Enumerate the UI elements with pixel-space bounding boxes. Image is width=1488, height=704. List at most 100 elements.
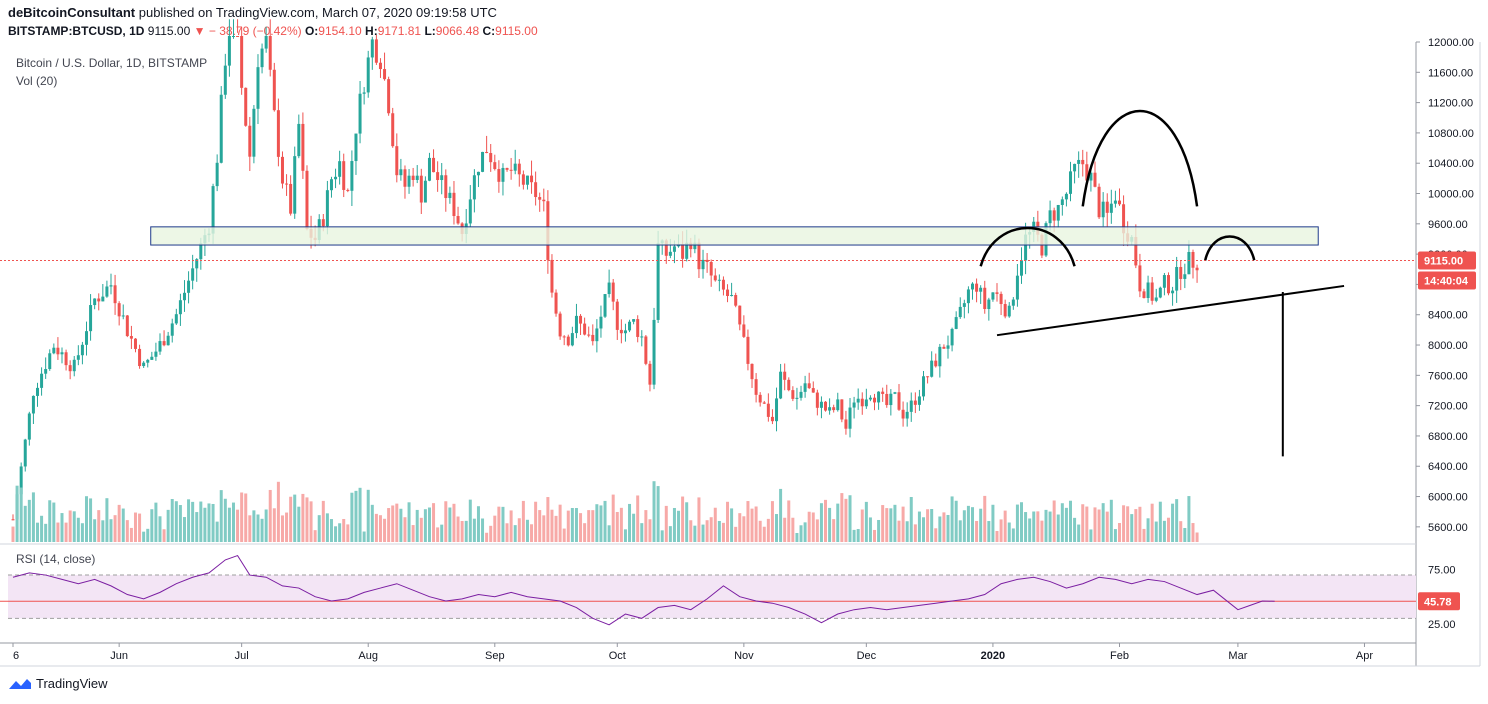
candle-body [1113, 200, 1117, 204]
volume-bar [828, 507, 832, 542]
candle-body [726, 289, 730, 297]
volume-bar [934, 528, 938, 542]
volume-legend: Vol (20) [16, 74, 58, 88]
volume-bar [407, 502, 411, 542]
candle-body [664, 240, 668, 256]
volume-bar [807, 511, 811, 542]
volume-bar [954, 500, 958, 542]
volume-bar [109, 519, 113, 542]
change-value: − 38.79 (−0.42%) [208, 24, 302, 38]
candle-body [734, 295, 738, 306]
author-name[interactable]: deBitcoinConsultant [8, 5, 136, 20]
volume-bar [799, 525, 803, 542]
volume-bar [534, 501, 538, 542]
candle-body [231, 36, 235, 37]
volume-bar [264, 509, 268, 542]
price-tick-label: 6800.00 [1428, 431, 1468, 443]
volume-bar [256, 514, 260, 542]
volume-bar [877, 519, 881, 542]
publish-text: published on TradingView.com, March 07, … [138, 5, 497, 20]
candle-body [971, 283, 975, 290]
rsi-current-tag [1418, 592, 1460, 611]
candle-body [1048, 210, 1052, 224]
candle-body [730, 295, 734, 297]
candle-body [913, 400, 917, 405]
candle-body [1077, 159, 1081, 164]
volume-bar [1081, 504, 1085, 542]
candle-body [999, 293, 1003, 305]
candle-body [101, 296, 105, 302]
candle-body [1175, 266, 1179, 291]
candle-body [374, 39, 378, 63]
volume-bar [709, 517, 713, 542]
candle-body [305, 170, 309, 230]
candle-body [236, 36, 240, 37]
candle-body [256, 67, 260, 109]
volume-bar [166, 509, 170, 542]
volume-bar [885, 508, 889, 542]
candle-body [452, 192, 456, 217]
candle-body [693, 242, 697, 250]
volume-bar [619, 507, 623, 542]
candle-body [419, 175, 423, 203]
volume-bar [1073, 517, 1077, 542]
candle-body [325, 190, 329, 227]
candle-body [1179, 266, 1183, 279]
volume-bar [717, 520, 721, 542]
volume-bar [378, 515, 382, 542]
volume-bar [999, 519, 1003, 542]
candle-body [689, 242, 693, 250]
volume-bar [844, 498, 848, 542]
volume-bar [815, 519, 819, 542]
volume-bar [154, 502, 158, 542]
candle-body [1117, 200, 1121, 205]
volume-bar [1089, 529, 1093, 542]
candle-body [476, 171, 480, 176]
volume-bar [354, 490, 358, 542]
volume-bar [191, 501, 195, 542]
candle-body [97, 298, 101, 302]
volume-bar [599, 505, 603, 542]
volume-bar [517, 518, 521, 542]
volume-bar [513, 525, 517, 542]
candle-body [856, 398, 860, 403]
candle-body [297, 123, 301, 157]
time-tick-label: Dec [857, 650, 877, 662]
volume-bar [754, 506, 758, 542]
volume-bar [321, 500, 325, 542]
price-tick-label: 7600.00 [1428, 370, 1468, 382]
candle-body [1171, 290, 1175, 294]
time-tick-label: Oct [609, 650, 626, 662]
volume-bar [448, 507, 452, 542]
candle-body [407, 175, 411, 187]
volume-bar [1105, 511, 1109, 542]
volume-bar [607, 525, 611, 542]
volume-bar [648, 519, 652, 542]
brand-name: TradingView [36, 676, 108, 691]
candle-body [1020, 260, 1024, 276]
volume-group [11, 481, 1199, 542]
tradingview-logo[interactable]: TradingView [8, 676, 108, 691]
candle-body [713, 275, 717, 281]
volume-bar [836, 503, 840, 542]
candle-body [873, 397, 877, 403]
price-tick-label: 12000.00 [1428, 37, 1474, 49]
volume-bar [1158, 501, 1162, 542]
time-tick-label: Jun [110, 650, 128, 662]
volume-bar [542, 515, 546, 542]
volume-bar [105, 498, 109, 542]
volume-bar [415, 509, 419, 542]
volume-bar [101, 520, 105, 542]
volume-bar [746, 501, 750, 542]
candle-body [983, 287, 987, 310]
high-value: 9171.81 [377, 24, 422, 38]
volume-bar [721, 522, 725, 542]
candle-body [611, 282, 615, 302]
candle-body [1183, 274, 1187, 279]
candle-body [1142, 291, 1146, 299]
candle-body [807, 383, 811, 389]
volume-bar [811, 512, 815, 542]
candle-body [721, 279, 725, 290]
candle-body [570, 333, 574, 346]
